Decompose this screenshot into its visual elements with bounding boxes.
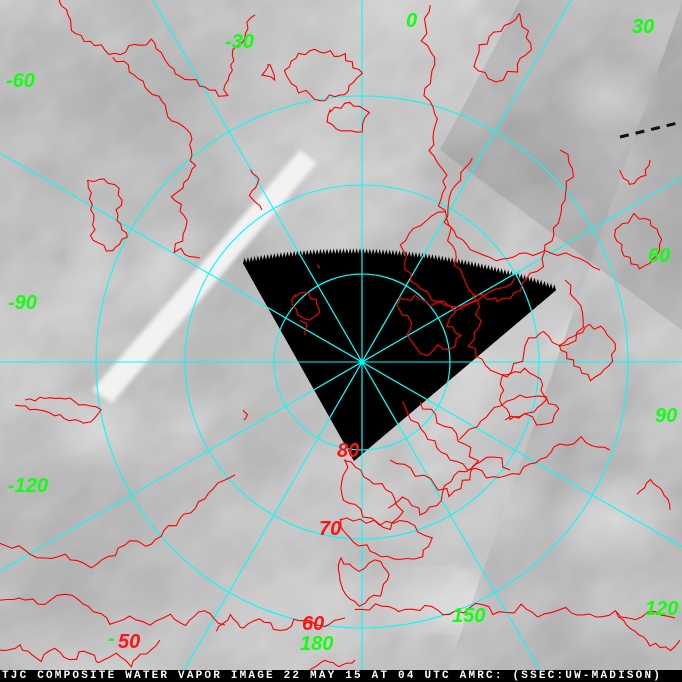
svg-text:180: 180 [300,633,333,655]
svg-text:30: 30 [632,16,654,38]
svg-text:150: 150 [452,605,485,627]
svg-text:0: 0 [406,10,417,32]
svg-text:80: 80 [337,440,359,462]
svg-text:-120: -120 [8,475,48,497]
svg-text:50: 50 [118,631,140,653]
svg-text:70: 70 [319,518,341,540]
svg-text:60: 60 [648,245,670,267]
svg-text:-30: -30 [225,31,254,53]
svg-text:60: 60 [302,613,324,635]
svg-text:-60: -60 [6,70,35,92]
svg-text:120: 120 [645,598,678,620]
svg-text:-: - [108,628,115,650]
svg-text:-90: -90 [8,292,37,314]
svg-text:90: 90 [655,405,677,427]
